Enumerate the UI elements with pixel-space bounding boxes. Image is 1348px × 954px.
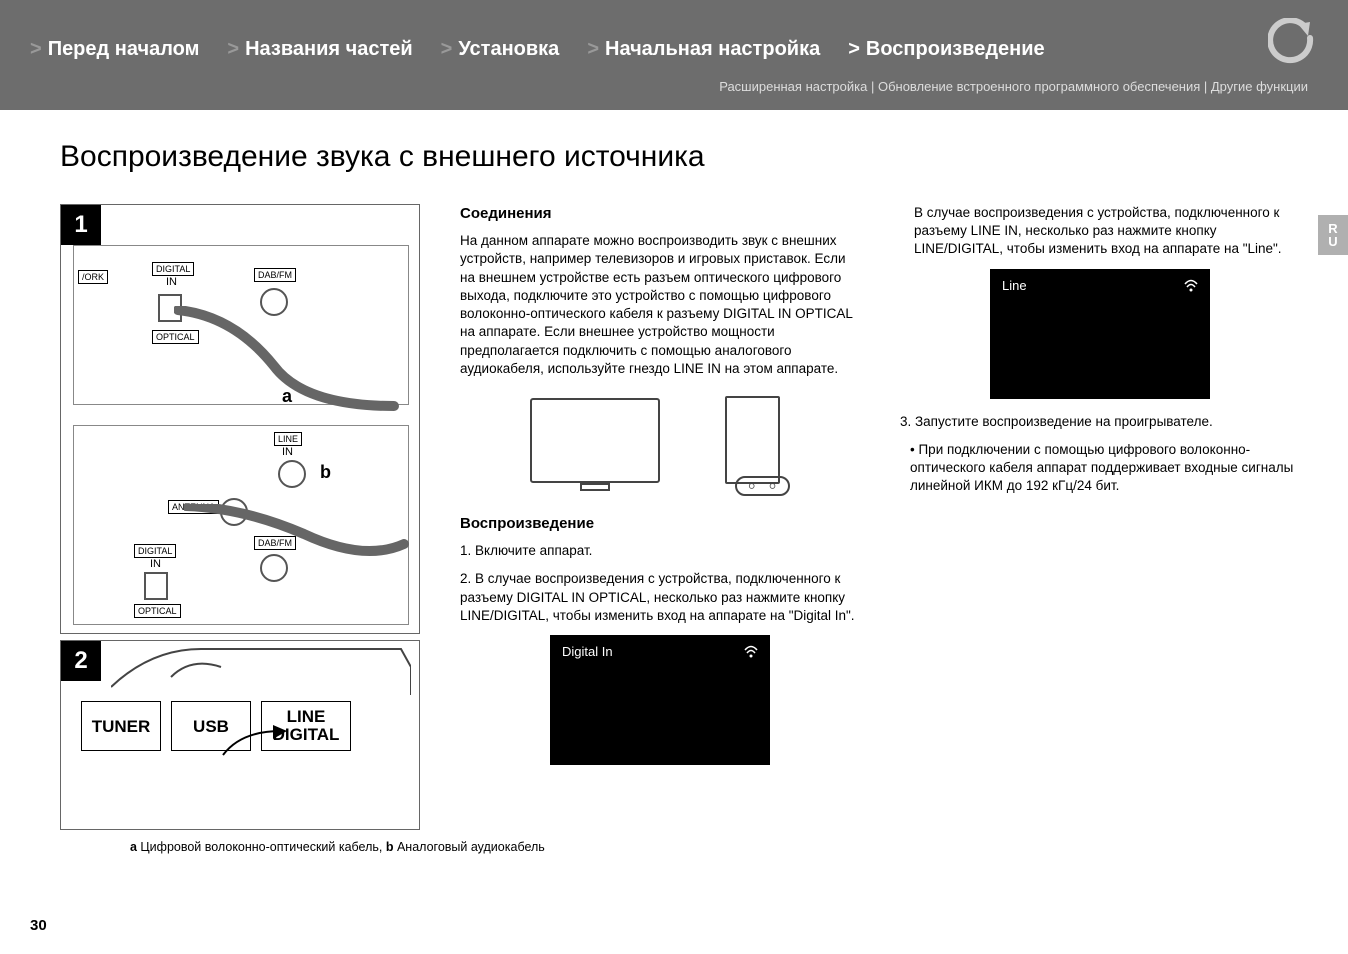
- breadcrumb-nav: >Перед началом >Названия частей >Установ…: [0, 0, 1348, 61]
- cable-b-icon: [184, 504, 414, 584]
- caption-a-text: Цифровой волоконно-оптический кабель,: [137, 840, 386, 854]
- gamepad-icon: [735, 476, 790, 496]
- middle-column: Соединения На данном аппарате можно восп…: [460, 204, 860, 836]
- caption-a-bold: a: [130, 840, 137, 854]
- connections-text: На данном аппарате можно воспроизводить …: [460, 232, 860, 378]
- sub-nav[interactable]: Расширенная настройка | Обновление встро…: [0, 61, 1348, 94]
- letter-b: b: [320, 462, 331, 483]
- figure-1: 1 /ORK DIGITAL IN DAB/FM OPTICAL a: [60, 204, 420, 634]
- bullet-note: • При подключении с помощью цифрового во…: [900, 441, 1300, 496]
- letter-a: a: [282, 386, 292, 407]
- caption-b-bold: b: [386, 840, 394, 854]
- figure-1-badge: 1: [61, 205, 101, 245]
- figure-2-badge: 2: [61, 641, 101, 681]
- wifi-icon: [1184, 279, 1198, 297]
- header-bar: >Перед началом >Названия частей >Установ…: [0, 0, 1348, 110]
- line-label: LINE: [264, 708, 348, 726]
- tv-stand-icon: [580, 483, 610, 491]
- display-text: Line: [1002, 278, 1027, 293]
- label-dabfm: DAB/FM: [254, 268, 296, 282]
- tv-console-illustration: [520, 388, 800, 498]
- line-in-text: В случае воспроизведения с устройства, п…: [900, 204, 1300, 259]
- tv-icon: [530, 398, 660, 483]
- nav-label: Воспроизведение: [866, 38, 1045, 60]
- display-line: Line: [990, 269, 1210, 399]
- nav-label: Названия частей: [245, 38, 413, 60]
- page-title: Воспроизведение звука с внешнего источни…: [60, 140, 1288, 174]
- label-digital: DIGITAL: [152, 262, 194, 276]
- nav-playback[interactable]: >Воспроизведение: [848, 38, 1044, 61]
- figure-caption: a Цифровой волоконно-оптический кабель, …: [60, 840, 1288, 854]
- heading-playback: Воспроизведение: [460, 514, 860, 534]
- label-work: /ORK: [78, 270, 108, 284]
- nav-before-start[interactable]: >Перед началом: [30, 38, 199, 61]
- figures-column: 1 /ORK DIGITAL IN DAB/FM OPTICAL a: [60, 204, 420, 836]
- nav-label: Установка: [458, 38, 559, 60]
- arrow-icon: [221, 725, 311, 765]
- step-3: 3. Запустите воспроизведение на проигрыв…: [900, 413, 1300, 431]
- remote-outline-icon: [111, 647, 411, 697]
- display-digital-in: Digital In: [550, 635, 770, 765]
- display-text: Digital In: [562, 644, 613, 659]
- line-in-jack: [278, 460, 306, 488]
- caption-b-text: Аналоговый аудиокабель: [394, 840, 545, 854]
- step-1: 1. Включите аппарат.: [460, 542, 860, 560]
- wifi-icon: [744, 645, 758, 663]
- figure-2: 2 TUNER USB LINE DIGITAL: [60, 640, 420, 830]
- back-arrow-icon[interactable]: [1268, 18, 1318, 68]
- optical-port-2: [144, 572, 168, 600]
- nav-initial-setup[interactable]: >Начальная настройка: [587, 38, 820, 61]
- nav-label: Перед началом: [48, 38, 200, 60]
- content-row: 1 /ORK DIGITAL IN DAB/FM OPTICAL a: [60, 204, 1288, 836]
- step-2: 2. В случае воспроизведения с устройства…: [460, 570, 860, 625]
- right-column: В случае воспроизведения с устройства, п…: [900, 204, 1300, 836]
- game-console-icon: [725, 396, 780, 484]
- nav-label: Начальная настройка: [605, 38, 820, 60]
- label-digital-2: DIGITAL: [134, 544, 176, 558]
- label-line-in2: IN: [282, 446, 293, 458]
- page-body: Воспроизведение звука с внешнего источни…: [0, 110, 1348, 854]
- label-in-2: IN: [150, 558, 161, 570]
- label-optical-2: OPTICAL: [134, 604, 181, 618]
- tuner-button[interactable]: TUNER: [81, 701, 161, 751]
- heading-connections: Соединения: [460, 204, 860, 224]
- label-in: IN: [166, 276, 177, 288]
- label-line: LINE: [274, 432, 302, 446]
- page-number: 30: [30, 917, 47, 934]
- nav-install[interactable]: >Установка: [441, 38, 560, 61]
- nav-part-names[interactable]: >Названия частей: [227, 38, 412, 61]
